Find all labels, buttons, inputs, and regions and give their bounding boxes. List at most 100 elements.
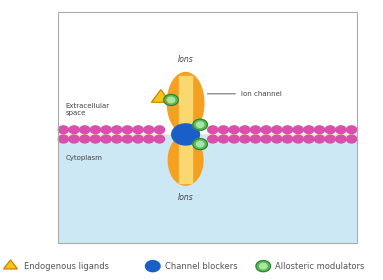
Circle shape [101,135,111,143]
Circle shape [325,135,336,143]
Bar [243,134,247,135]
Circle shape [167,97,175,103]
Polygon shape [4,260,17,269]
Bar [296,134,300,135]
Bar [275,134,279,135]
Circle shape [314,135,325,143]
Circle shape [250,126,260,134]
Circle shape [208,135,218,143]
Bar [126,134,129,135]
Circle shape [282,135,293,143]
Circle shape [58,126,69,134]
Circle shape [146,261,160,272]
Circle shape [272,135,282,143]
Circle shape [193,139,208,150]
Circle shape [250,135,260,143]
Circle shape [80,135,90,143]
Circle shape [272,126,282,134]
Circle shape [80,126,90,134]
Circle shape [196,122,204,127]
Circle shape [304,126,314,134]
Circle shape [282,126,293,134]
Circle shape [240,126,250,134]
Bar [179,76,192,183]
Bar [286,134,289,135]
Text: Cytoplasm: Cytoplasm [65,155,102,161]
Ellipse shape [167,73,204,134]
Circle shape [256,261,270,272]
Circle shape [208,126,218,134]
Circle shape [101,126,111,134]
Circle shape [325,126,336,134]
Circle shape [122,135,133,143]
Bar [328,134,332,135]
Circle shape [218,126,229,134]
Bar [62,134,65,135]
Circle shape [154,135,165,143]
Circle shape [112,135,122,143]
Bar [339,134,343,135]
Circle shape [144,126,154,134]
Bar [136,134,140,135]
Circle shape [58,135,69,143]
Circle shape [154,126,165,134]
Circle shape [314,126,325,134]
Text: Ion channel: Ion channel [207,91,282,97]
Circle shape [347,135,357,143]
Bar [83,134,87,135]
Circle shape [193,119,208,130]
Bar [174,128,198,141]
Circle shape [229,126,239,134]
Bar [254,134,257,135]
Bar [222,134,225,135]
Circle shape [122,126,133,134]
Bar [307,134,311,135]
Bar [72,134,76,135]
Circle shape [164,94,178,106]
Circle shape [293,126,303,134]
Bar [115,134,119,135]
Bar [318,134,321,135]
Bar [58,13,357,242]
Text: Ions: Ions [178,193,193,202]
Circle shape [133,135,143,143]
Circle shape [90,135,100,143]
Text: Ions: Ions [178,55,193,64]
Bar [264,134,268,135]
Bar [158,134,161,135]
Circle shape [347,126,357,134]
Bar [58,13,357,134]
Text: Allosteric modulators: Allosteric modulators [275,262,365,271]
Circle shape [172,124,200,145]
Circle shape [90,126,100,134]
Bar [58,134,357,242]
Bar [211,134,214,135]
Bar [58,134,357,135]
Circle shape [112,126,122,134]
Circle shape [304,135,314,143]
Ellipse shape [168,135,203,185]
Circle shape [218,135,229,143]
Text: Channel blockers: Channel blockers [165,262,237,271]
Circle shape [133,126,143,134]
Circle shape [260,263,267,269]
Circle shape [229,135,239,143]
Circle shape [240,135,250,143]
Bar [232,134,236,135]
Bar [350,134,354,135]
Bar [104,134,108,135]
Circle shape [261,135,271,143]
Circle shape [144,135,154,143]
Circle shape [261,126,271,134]
Circle shape [69,126,79,134]
Circle shape [336,135,346,143]
Circle shape [69,135,79,143]
Bar [147,134,151,135]
Text: Endogenous ligands: Endogenous ligands [25,262,110,271]
Circle shape [336,126,346,134]
Circle shape [293,135,303,143]
Text: Extracellular
space: Extracellular space [65,103,109,116]
Bar [93,134,97,135]
Circle shape [196,141,204,147]
Polygon shape [152,90,170,102]
